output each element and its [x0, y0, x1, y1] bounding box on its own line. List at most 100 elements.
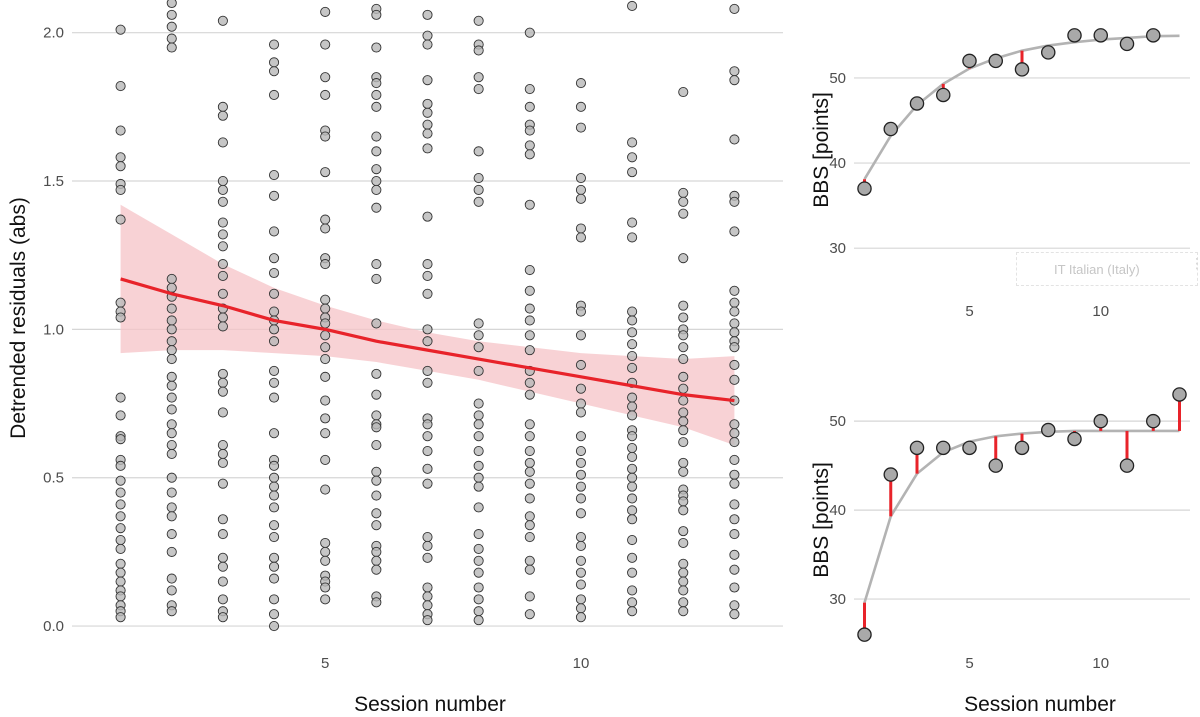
- data-point: [678, 253, 689, 264]
- y-tick-label: 30: [829, 591, 846, 608]
- data-point: [422, 9, 433, 20]
- x-tick-label: 5: [965, 655, 973, 672]
- x-tick-label: 10: [1092, 655, 1109, 672]
- y-axis-title: BBS [points]: [810, 92, 833, 208]
- data-point: [422, 270, 433, 282]
- data-point: [575, 101, 587, 112]
- data-point: [524, 466, 535, 477]
- data-point: [627, 306, 638, 317]
- data-point: [371, 368, 382, 379]
- data-point: [473, 555, 484, 566]
- data-point: [678, 187, 689, 198]
- data-point: [473, 481, 484, 492]
- y-tick-label: 40: [829, 502, 846, 519]
- data-point: [371, 146, 382, 157]
- data-point: [115, 534, 126, 546]
- data-point: [371, 389, 382, 400]
- data-point: [422, 365, 433, 376]
- data-point: [115, 460, 126, 471]
- data-point: [422, 419, 433, 430]
- data-point: [217, 217, 228, 228]
- data-point: [678, 437, 689, 448]
- observed-point: [883, 467, 899, 482]
- data-point: [217, 312, 228, 323]
- data-point: [575, 359, 587, 371]
- data-point: [115, 24, 126, 35]
- data-point: [575, 579, 587, 590]
- data-point: [678, 383, 689, 394]
- data-point: [371, 89, 382, 101]
- dropdown-arrow-icon[interactable]: ⋮: [1190, 256, 1200, 272]
- data-point: [422, 324, 433, 335]
- observed-point: [1014, 440, 1030, 456]
- data-point: [371, 410, 382, 421]
- data-point: [524, 285, 535, 296]
- data-point: [115, 184, 126, 195]
- y-tick-label: 2.0: [43, 25, 64, 42]
- data-point: [524, 511, 535, 522]
- data-point: [320, 537, 331, 549]
- data-point: [217, 529, 228, 540]
- data-point: [729, 549, 740, 560]
- y-axis-title: Detrended residuals (abs): [7, 197, 30, 439]
- data-point: [166, 502, 177, 513]
- data-point: [678, 416, 689, 427]
- data-point: [524, 140, 535, 151]
- data-point: [115, 434, 126, 445]
- data-point: [678, 585, 689, 596]
- data-point: [729, 285, 740, 296]
- observed-point: [962, 440, 977, 456]
- data-point: [115, 511, 126, 522]
- data-point: [473, 543, 484, 554]
- data-point: [575, 407, 587, 418]
- data-point: [729, 437, 740, 448]
- y-tick-label: 30: [829, 240, 846, 257]
- data-point: [217, 561, 228, 572]
- data-point: [217, 448, 228, 460]
- data-point: [524, 125, 535, 136]
- observed-point: [1093, 413, 1109, 429]
- observed-point: [988, 53, 1004, 69]
- data-point: [473, 445, 484, 457]
- data-point: [371, 42, 382, 53]
- data-point: [166, 303, 177, 314]
- y-tick-label: 0.5: [43, 470, 64, 487]
- observed-point: [909, 96, 925, 111]
- data-point: [729, 342, 740, 353]
- data-point: [166, 353, 177, 365]
- language-selector[interactable]: [1016, 252, 1198, 286]
- data-point: [268, 609, 280, 620]
- data-point: [627, 339, 638, 350]
- data-point: [217, 288, 228, 299]
- data-point: [575, 481, 587, 492]
- data-point: [371, 508, 382, 519]
- data-point: [729, 609, 740, 620]
- data-point: [678, 371, 689, 382]
- data-point: [729, 469, 740, 480]
- data-point: [268, 561, 280, 572]
- y-tick-label: 1.0: [43, 321, 64, 338]
- data-point: [524, 149, 535, 160]
- data-point: [422, 336, 433, 347]
- data-point: [678, 312, 689, 323]
- data-point: [217, 440, 228, 451]
- data-point: [627, 567, 638, 578]
- data-point: [575, 457, 587, 468]
- data-point: [422, 615, 433, 626]
- data-point: [268, 460, 280, 471]
- data-point: [627, 362, 638, 373]
- data-point: [268, 39, 280, 50]
- data-point: [320, 259, 331, 270]
- data-point: [678, 395, 689, 406]
- data-point: [473, 606, 484, 617]
- data-point: [729, 306, 740, 317]
- data-point: [371, 164, 382, 175]
- data-point: [627, 217, 638, 228]
- observed-point: [1014, 62, 1030, 77]
- data-point: [422, 143, 433, 154]
- data-point: [524, 591, 535, 602]
- data-point: [268, 306, 280, 317]
- data-point: [473, 410, 484, 421]
- data-point: [575, 493, 587, 504]
- data-point: [217, 321, 228, 332]
